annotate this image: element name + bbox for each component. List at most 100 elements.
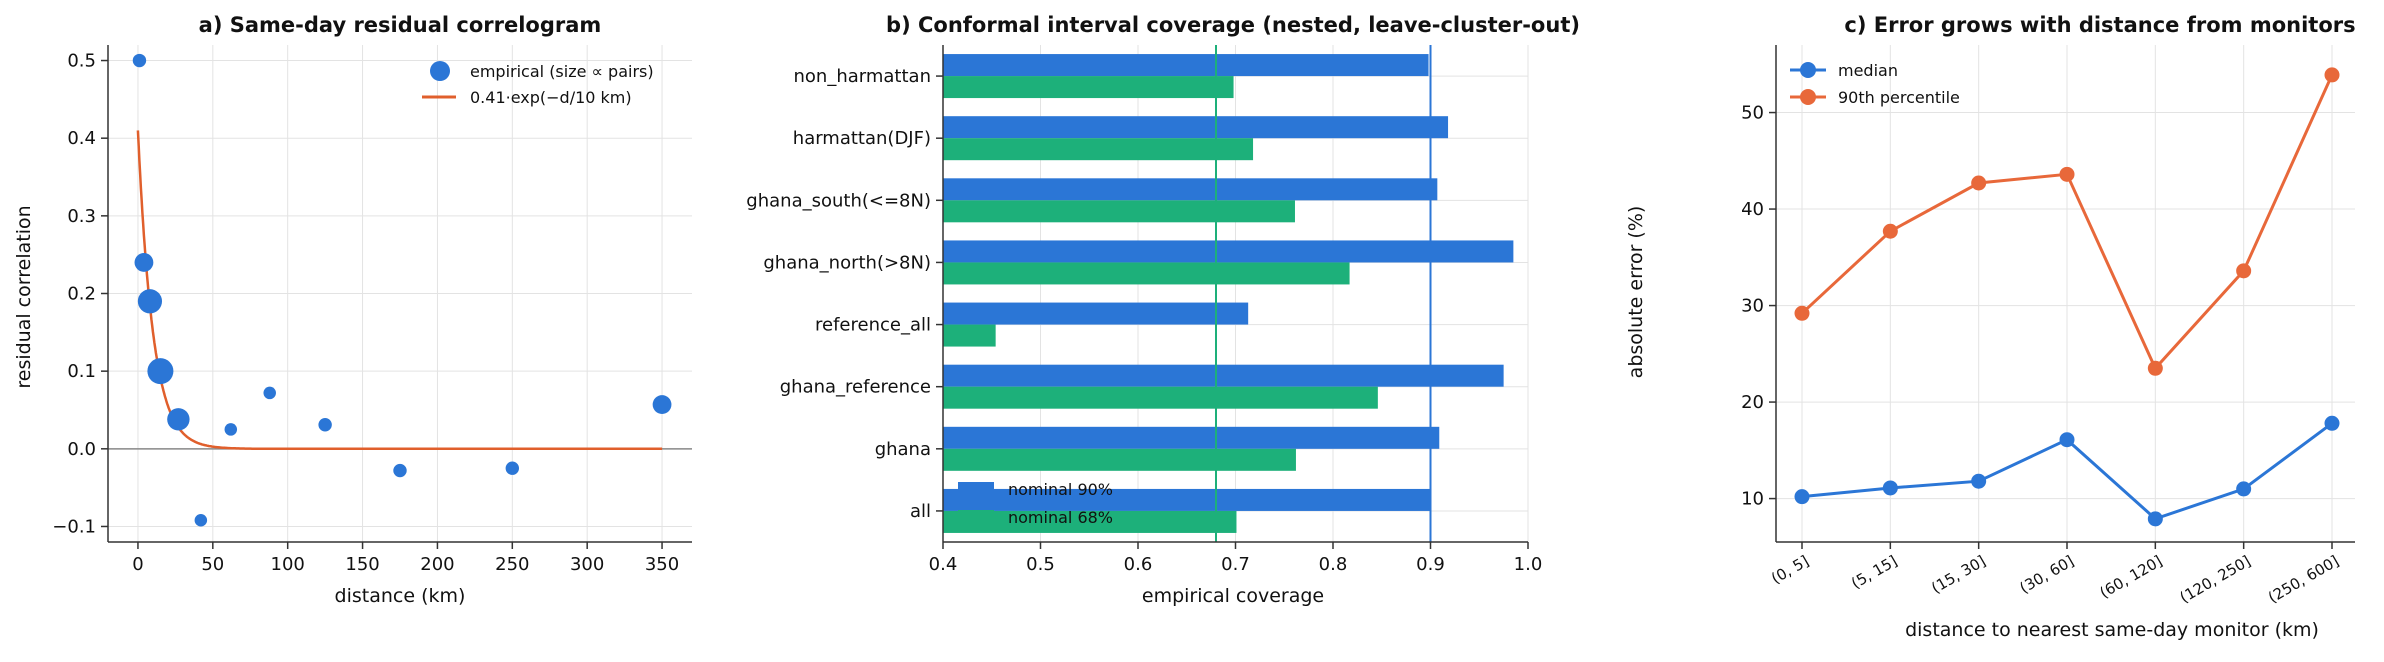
data-point-p90: [1794, 305, 1810, 321]
bar-nominal68: [943, 510, 1237, 533]
data-point: [137, 289, 163, 314]
x-tick-label: 0.6: [1124, 554, 1153, 575]
panel-c-title: c) Error grows with distance from monito…: [1844, 13, 2355, 37]
data-point-median: [2059, 432, 2075, 448]
legend-label-nominal68: nominal 68%: [1008, 508, 1113, 527]
panel-c-ylabel: absolute error (%): [1625, 206, 1647, 379]
data-point-p90: [2324, 67, 2340, 83]
data-point-p90: [2236, 263, 2252, 279]
x-tick-label: 50: [201, 554, 224, 575]
y-tick-label: 0.1: [67, 361, 96, 382]
legend-label-fit: 0.41·exp(−d/10 km): [470, 88, 632, 107]
panel-b-xlabel: empirical coverage: [1142, 585, 1324, 607]
bar-nominal90: [943, 116, 1449, 139]
y-tick-label: 0.4: [67, 128, 96, 149]
x-tick-label: (15, 30]: [1928, 552, 1988, 597]
panel-a-legend: empirical (size ∝ pairs) 0.41·exp(−d/10 …: [422, 61, 654, 107]
x-tick-label: (30, 60]: [2017, 552, 2077, 597]
bar-nominal90: [943, 364, 1504, 387]
bar-nominal68: [943, 386, 1378, 409]
bar-nominal90: [943, 240, 1514, 263]
data-point: [652, 395, 672, 414]
panel-a-xlabel: distance (km): [335, 585, 466, 607]
data-point-p90: [2059, 166, 2075, 182]
panel-a-ylabel: residual correlation: [13, 205, 35, 388]
legend-marker-p90: [1800, 89, 1816, 105]
data-point-median: [1882, 480, 1898, 496]
category-label: ghana_reference: [780, 377, 931, 398]
category-label: harmattan(DJF): [793, 128, 931, 149]
x-tick-label: 100: [271, 554, 305, 575]
panel-a-correlogram: a) Same-day residual correlogram 0 50 100 1…: [13, 13, 692, 607]
bar-nominal68: [943, 448, 1296, 471]
data-point-median: [1794, 489, 1810, 505]
data-point: [263, 386, 276, 400]
y-tick-label: −0.1: [52, 516, 96, 537]
data-point: [134, 253, 154, 272]
legend-label-empirical: empirical (size ∝ pairs): [470, 62, 654, 81]
x-tick-label: 0.7: [1221, 554, 1250, 575]
y-tick-label: 10: [1741, 489, 1764, 510]
legend-label-nominal90: nominal 90%: [1008, 480, 1113, 499]
bar-nominal90: [943, 426, 1440, 449]
x-tick-label: 0.9: [1416, 554, 1445, 575]
data-point: [318, 418, 332, 432]
panel-b-legend: nominal 90% nominal 68%: [958, 480, 1113, 527]
data-point-p90: [2147, 360, 2163, 376]
panel-c-xlabel: distance to nearest same-day monitor (km…: [1905, 619, 2319, 641]
data-point-median: [2236, 481, 2252, 497]
x-tick-label: 0.5: [1026, 554, 1055, 575]
bar-nominal68: [943, 324, 996, 347]
bar-nominal90: [943, 302, 1249, 325]
data-point: [505, 461, 520, 475]
category-label: ghana: [875, 439, 931, 460]
panel-c-error-distance: c) Error grows with distance from monito…: [1625, 13, 2356, 641]
x-tick-label: (250, 600]: [2265, 552, 2342, 607]
data-point-median: [2147, 511, 2163, 527]
bar-nominal90: [943, 54, 1429, 77]
bar-nominal68: [943, 200, 1295, 223]
data-point: [393, 463, 407, 478]
fit-curve: [136, 130, 663, 451]
panel-a-title: a) Same-day residual correlogram: [199, 13, 602, 37]
bar-nominal68: [943, 138, 1254, 161]
bar-nominal68: [943, 262, 1350, 285]
y-tick-label: 40: [1741, 199, 1764, 220]
panel-b-coverage: b) Conformal interval coverage (nested, …: [746, 13, 1580, 607]
legend-swatch-empirical: [430, 61, 450, 81]
y-tick-label: 50: [1741, 103, 1764, 124]
data-point-p90: [1971, 175, 1987, 191]
x-tick-label: 200: [420, 554, 454, 575]
x-tick-label: 300: [570, 554, 604, 575]
category-label: ghana_south(<=8N): [746, 190, 931, 211]
category-label: reference_all: [815, 315, 931, 336]
x-tick-label: 350: [645, 554, 679, 575]
x-tick-label: (0, 5]: [1768, 552, 1812, 588]
y-tick-label: 0.3: [67, 206, 96, 227]
x-tick-label: 1.0: [1514, 554, 1543, 575]
data-point: [147, 358, 174, 385]
panel-b-title: b) Conformal interval coverage (nested, …: [886, 13, 1580, 37]
category-label: non_harmattan: [794, 66, 931, 87]
category-label: all: [910, 501, 931, 522]
x-tick-label: 0.8: [1319, 554, 1348, 575]
x-tick-label: (5, 15]: [1848, 552, 1900, 593]
x-tick-label: 0: [132, 554, 143, 575]
x-tick-label: 250: [495, 554, 529, 575]
data-point: [132, 53, 147, 68]
y-tick-label: 0.5: [67, 51, 96, 72]
panel-c-legend: median 90th percentile: [1790, 61, 1960, 107]
x-tick-label: (60, 120]: [2097, 552, 2166, 602]
data-point-p90: [1882, 223, 1898, 239]
data-point: [224, 423, 238, 436]
x-tick-label: 0.4: [929, 554, 958, 575]
bar-nominal90: [943, 178, 1438, 201]
bar-nominal90: [943, 488, 1432, 511]
x-tick-label: 150: [345, 554, 379, 575]
y-tick-label: 20: [1741, 392, 1764, 413]
data-point-median: [1971, 473, 1987, 489]
legend-label-p90: 90th percentile: [1838, 88, 1960, 107]
data-point: [167, 408, 190, 431]
legend-swatch-nominal90: [958, 482, 994, 496]
